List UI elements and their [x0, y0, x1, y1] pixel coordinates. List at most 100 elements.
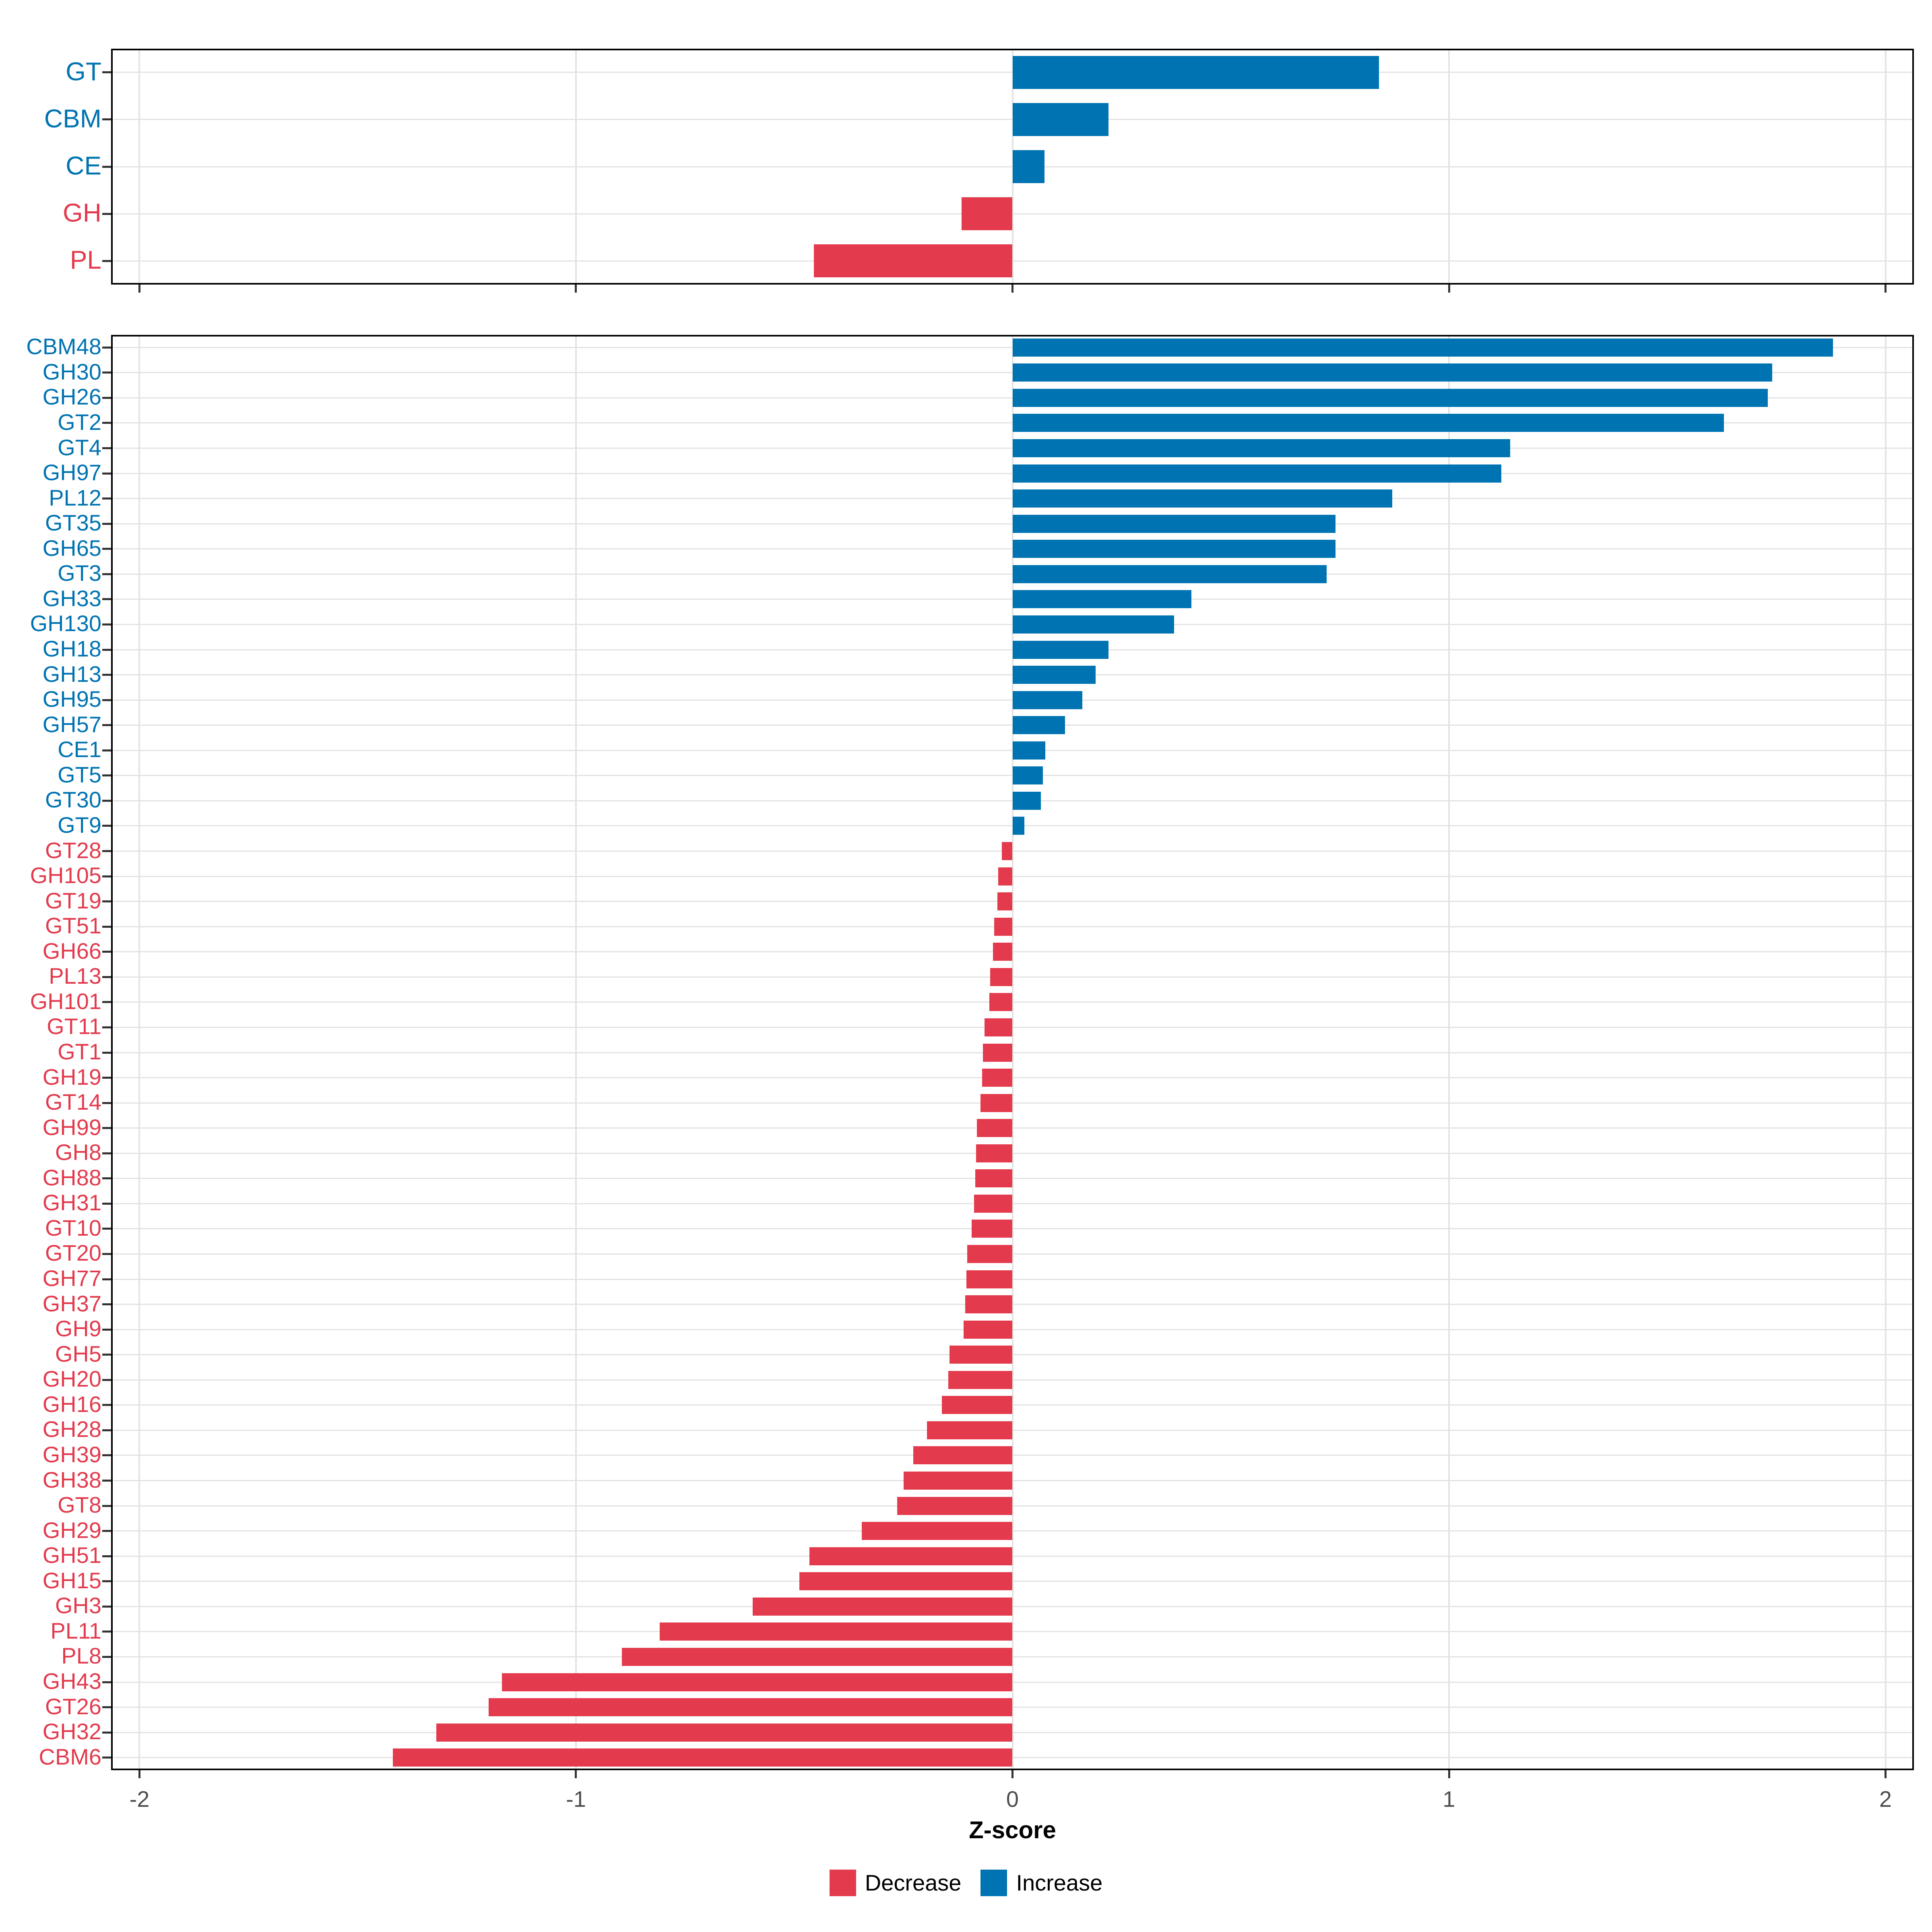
bar-GT — [1012, 56, 1379, 89]
category-label-GH105: GH105 — [30, 862, 101, 888]
x-tick-2 — [1885, 285, 1887, 293]
category-label-CE1: CE1 — [58, 737, 101, 762]
y-tick-GT2 — [102, 422, 111, 424]
gridline-row-GH66 — [113, 951, 1912, 953]
bar-GH20 — [948, 1371, 1013, 1389]
category-label-CBM48: CBM48 — [26, 334, 101, 359]
bar-GH65 — [1012, 540, 1336, 558]
category-label-GH28: GH28 — [42, 1416, 101, 1442]
category-label-GH13: GH13 — [42, 661, 101, 687]
bar-GH105 — [998, 867, 1013, 886]
gridline-row-GH19 — [113, 1077, 1912, 1079]
gridline-row-GT20 — [113, 1253, 1912, 1255]
bar-GH8 — [976, 1144, 1013, 1162]
gridline-row-GT11 — [113, 1026, 1912, 1028]
bar-GT10 — [971, 1220, 1013, 1238]
bar-GT35 — [1012, 514, 1336, 533]
y-tick-GH37 — [102, 1303, 111, 1306]
gridline-row-GH51 — [113, 1555, 1912, 1557]
legend: Decrease Increase — [0, 1870, 1932, 1896]
bar-GH33 — [1012, 590, 1192, 609]
legend-item-decrease: Decrease — [829, 1870, 961, 1896]
bar-GH31 — [974, 1194, 1013, 1213]
bar-GT20 — [967, 1245, 1013, 1263]
y-tick-GH51 — [102, 1555, 111, 1557]
category-label-GH57: GH57 — [42, 711, 101, 737]
x-tick-1 — [1448, 1770, 1450, 1778]
bar-GH77 — [966, 1270, 1013, 1288]
y-tick-GT11 — [102, 1026, 111, 1028]
category-label-GH26: GH26 — [42, 384, 101, 410]
category-label-GT5: GT5 — [58, 762, 101, 787]
y-tick-GH5 — [102, 1354, 111, 1356]
bar-PL12 — [1012, 489, 1393, 508]
bar-CE1 — [1012, 741, 1045, 760]
bar-GT9 — [1012, 817, 1024, 835]
gridline-row-CBM6 — [113, 1757, 1912, 1759]
bar-GH97 — [1012, 464, 1502, 483]
bar-GT4 — [1012, 439, 1510, 458]
gridline-row-GH8 — [113, 1152, 1912, 1154]
x-tick-label--2: -2 — [129, 1786, 150, 1812]
bar-GH37 — [965, 1295, 1013, 1314]
y-tick-CBM6 — [102, 1757, 111, 1759]
gridline-row-GH105 — [113, 875, 1912, 877]
bar-GH32 — [436, 1723, 1013, 1742]
x-tick-label-0: 0 — [1006, 1786, 1019, 1812]
category-label-GH18: GH18 — [42, 636, 101, 661]
bar-GH38 — [904, 1472, 1013, 1490]
category-label-CE: CE — [66, 151, 101, 180]
gridline-row-GT10 — [113, 1228, 1912, 1230]
y-tick-GT10 — [102, 1228, 111, 1230]
y-tick-GH105 — [102, 875, 111, 877]
gridline-row-GH43 — [113, 1681, 1912, 1683]
x-tick-2 — [1885, 1770, 1887, 1778]
x-tick--2 — [138, 285, 140, 293]
x-tick-1 — [1448, 285, 1450, 293]
y-tick-PL13 — [102, 976, 111, 978]
category-label-GT30: GT30 — [45, 787, 101, 813]
gridline-row-GH28 — [113, 1429, 1912, 1431]
x-tick-label-1: 1 — [1443, 1786, 1455, 1812]
y-tick-PL12 — [102, 497, 111, 500]
category-label-GT11: GT11 — [47, 1013, 101, 1039]
y-tick-GH99 — [102, 1127, 111, 1129]
y-tick-GH31 — [102, 1202, 111, 1205]
bar-GH28 — [927, 1421, 1013, 1439]
gridline-row-GT26 — [113, 1707, 1912, 1708]
y-tick-GT3 — [102, 573, 111, 575]
bar-GH9 — [964, 1320, 1013, 1339]
category-label-GH97: GH97 — [42, 459, 101, 485]
category-label-GT2: GT2 — [58, 409, 101, 435]
y-tick-GH13 — [102, 674, 111, 676]
gridline-row-GT51 — [113, 926, 1912, 927]
y-tick-GH39 — [102, 1454, 111, 1457]
bar-GH15 — [799, 1572, 1013, 1591]
bar-GT8 — [897, 1496, 1013, 1515]
category-label-GH39: GH39 — [42, 1441, 101, 1467]
category-label-PL12: PL12 — [49, 485, 101, 510]
y-tick-GH95 — [102, 699, 111, 701]
y-tick-GH8 — [102, 1152, 111, 1154]
category-label-GT3: GT3 — [58, 560, 101, 586]
y-tick-GT30 — [102, 799, 111, 802]
gridline-row-GH77 — [113, 1278, 1912, 1280]
category-label-GH30: GH30 — [42, 359, 101, 384]
gridline-row-GH16 — [113, 1404, 1912, 1406]
x-tick--1 — [575, 1770, 577, 1778]
y-tick-GH18 — [102, 648, 111, 651]
category-label-PL13: PL13 — [49, 963, 101, 989]
category-label-GH5: GH5 — [55, 1341, 101, 1366]
category-label-GT19: GT19 — [45, 888, 101, 913]
category-label-CBM: CBM — [44, 104, 101, 133]
category-label-GT9: GT9 — [58, 812, 101, 838]
y-tick-GT — [102, 71, 111, 74]
y-tick-GH77 — [102, 1278, 111, 1280]
bar-GH88 — [975, 1169, 1013, 1188]
gridline-row-GH29 — [113, 1530, 1912, 1532]
gridline-row-PL — [113, 260, 1912, 262]
gridline-row-GH20 — [113, 1379, 1912, 1381]
y-tick-CE1 — [102, 749, 111, 751]
y-tick-GH26 — [102, 396, 111, 399]
y-tick-GT14 — [102, 1102, 111, 1104]
